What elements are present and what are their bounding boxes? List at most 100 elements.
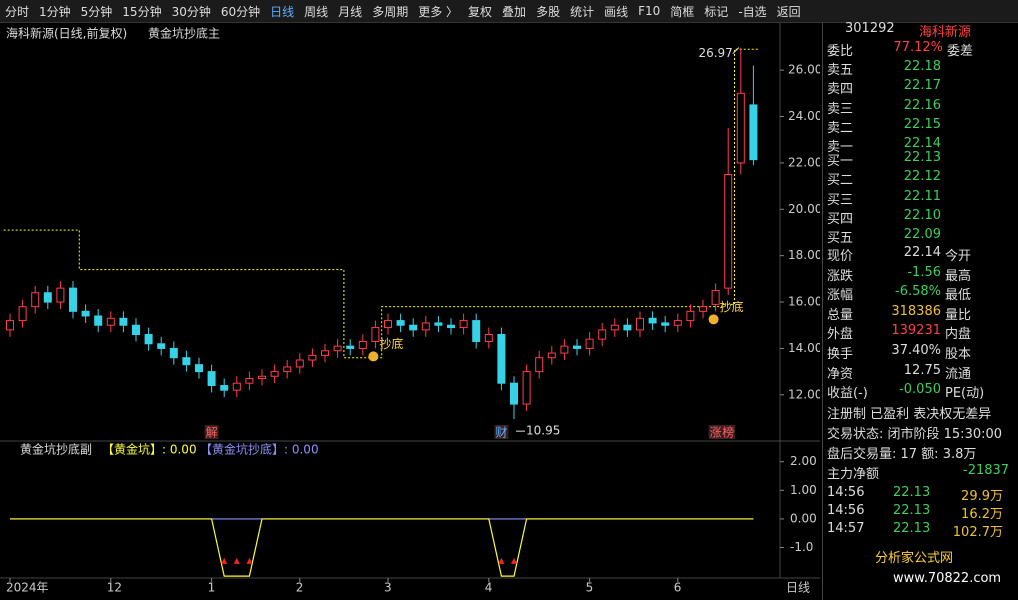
legend-entry: 【黄金坑抄底】: 0.00 bbox=[200, 442, 319, 457]
candle-body bbox=[6, 320, 14, 331]
toolbar-button[interactable]: 60分钟 bbox=[220, 4, 261, 19]
y-tick-label: 24.00 bbox=[788, 109, 820, 123]
candle-body bbox=[547, 352, 556, 359]
toolbar-button[interactable]: 30分钟 bbox=[171, 4, 211, 19]
quote-text: 今开 bbox=[945, 249, 972, 264]
candle-body bbox=[346, 345, 355, 349]
high-arrow bbox=[732, 47, 740, 55]
toolbar-button[interactable]: 叠加 bbox=[502, 4, 527, 19]
candle-body bbox=[169, 347, 178, 359]
y-tick-label: 0.00 bbox=[790, 511, 817, 525]
quote-text: 卖一 bbox=[827, 140, 854, 156]
toolbar-button[interactable]: 周线 bbox=[304, 4, 329, 19]
candle-body bbox=[132, 324, 140, 336]
candle-body bbox=[396, 320, 405, 326]
toolbar-button[interactable]: 画线 bbox=[604, 4, 629, 19]
event-label: 财 bbox=[495, 426, 507, 440]
quote-text: 301292 bbox=[845, 21, 895, 36]
x-tick-label: 6 bbox=[674, 581, 682, 595]
quote-text: 卖四 bbox=[827, 82, 854, 98]
candle-body bbox=[636, 317, 644, 331]
signal-label: 抄底 bbox=[720, 299, 744, 314]
quote-text: 22.13 bbox=[903, 150, 941, 165]
quote-text: 卖二 bbox=[827, 120, 854, 136]
quote-text: 22.14 bbox=[903, 245, 941, 260]
quote-text: 37.40% bbox=[891, 343, 941, 358]
toolbar-button[interactable]: 1分钟 bbox=[39, 4, 71, 19]
candle-body bbox=[560, 345, 569, 354]
candle-body bbox=[623, 324, 632, 331]
signal-icon bbox=[708, 314, 719, 325]
toolbar-button[interactable]: 多周期 bbox=[372, 4, 409, 19]
candle-body bbox=[421, 322, 430, 331]
x-tick-label: 1 bbox=[208, 581, 216, 595]
toolbar-button[interactable]: 标记 bbox=[704, 4, 729, 19]
candle-body bbox=[699, 306, 707, 312]
candle-body bbox=[43, 292, 52, 303]
candle-body bbox=[283, 366, 292, 373]
candle-body bbox=[573, 345, 581, 349]
toolbar-button[interactable]: 多股 bbox=[536, 4, 561, 19]
toolbar-button[interactable]: 分时 bbox=[5, 4, 30, 19]
chart-bg bbox=[0, 23, 820, 600]
event-bg bbox=[204, 425, 219, 439]
x-tick-label: 2 bbox=[296, 581, 304, 595]
candle-body bbox=[724, 174, 733, 289]
toolbar-button[interactable]: 返回 bbox=[776, 4, 801, 19]
candle-body bbox=[308, 354, 317, 361]
candle-body bbox=[18, 306, 27, 322]
quote-text: 14:56 bbox=[827, 503, 865, 518]
toolbar-button[interactable]: 5分钟 bbox=[80, 4, 113, 19]
quote-text: 22.12 bbox=[903, 169, 941, 185]
quote-text: 14:57 bbox=[827, 521, 865, 536]
y-tick-label: 1.00 bbox=[790, 483, 817, 497]
y-tick-label: 26.00 bbox=[788, 63, 820, 77]
buy-arrow bbox=[246, 557, 253, 564]
event-bg bbox=[494, 425, 509, 439]
candle-body bbox=[258, 375, 266, 380]
quote-text: 换手 bbox=[827, 347, 854, 362]
toolbar-button[interactable]: -自选 bbox=[738, 4, 767, 19]
candle-body bbox=[295, 359, 304, 368]
quote-text: 买四 bbox=[827, 211, 854, 227]
candle-body bbox=[31, 292, 40, 308]
quote-text: 买二 bbox=[827, 173, 854, 189]
x-tick-label: 2024年 bbox=[6, 581, 49, 595]
candle-body bbox=[447, 324, 455, 329]
candle-body bbox=[56, 287, 65, 303]
chart-title: 海科新源(日线,前复权) bbox=[6, 26, 127, 41]
candle-body bbox=[472, 320, 481, 342]
candle-body bbox=[119, 317, 128, 326]
candle-body bbox=[69, 287, 77, 312]
x-tick-label: 12 bbox=[107, 581, 122, 595]
candle-body bbox=[245, 378, 254, 384]
quote-text: www.70822.com bbox=[893, 571, 1002, 586]
quote-text: 77.12% bbox=[893, 40, 943, 55]
quote-text: 139231 bbox=[891, 323, 941, 339]
quote-text: 盘后交易量: 17 额: 3.8万 bbox=[827, 447, 977, 462]
quote-text: 12.75 bbox=[903, 362, 941, 378]
quote-text: 22.15 bbox=[903, 116, 941, 132]
quote-text: 量比 bbox=[945, 307, 972, 323]
toolbar-button[interactable]: 更多 〉 bbox=[418, 4, 459, 19]
candle-body bbox=[585, 338, 594, 349]
toolbar-button[interactable]: 日线 bbox=[270, 4, 295, 19]
event-bg bbox=[721, 425, 736, 439]
toolbar-button[interactable]: 月线 bbox=[338, 4, 363, 19]
sub-title: 黄金坑抄底副 bbox=[20, 442, 92, 457]
period-label: 日线 bbox=[786, 581, 810, 595]
quote-text: 29.9万 bbox=[961, 489, 1003, 504]
quote-text: 22.09 bbox=[903, 227, 941, 243]
quote-text: -1.56 bbox=[907, 264, 941, 280]
toolbar-button[interactable]: 复权 bbox=[468, 4, 493, 19]
candle-body bbox=[157, 343, 166, 349]
signal-label: 抄底 bbox=[379, 336, 403, 351]
toolbar-button[interactable]: 简框 bbox=[670, 4, 695, 19]
quote-text: 总量 bbox=[827, 307, 854, 323]
toolbar-button[interactable]: F10 bbox=[638, 4, 661, 18]
toolbar-button[interactable]: 统计 bbox=[570, 4, 595, 19]
candle-body bbox=[182, 357, 191, 366]
candle-body bbox=[232, 382, 241, 391]
quote-text: 最高 bbox=[945, 268, 972, 284]
toolbar-button[interactable]: 15分钟 bbox=[122, 4, 162, 19]
